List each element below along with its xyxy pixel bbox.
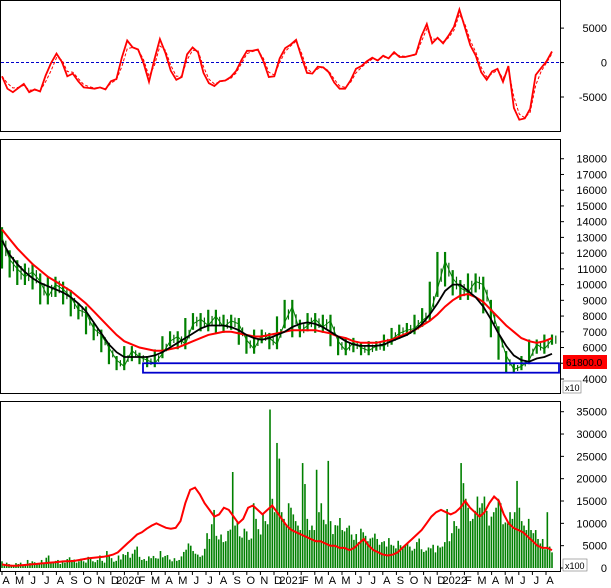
y-tick-label: 30000 — [576, 429, 607, 441]
x-tick-label: A — [383, 575, 391, 587]
x-tick-label: J — [207, 575, 213, 587]
x-tick-label: M — [477, 575, 486, 587]
x-tick-label: A — [546, 575, 554, 587]
x-tick-label: N — [424, 575, 432, 587]
x-tick-label: F — [139, 575, 146, 587]
y-tick-label: 15000 — [576, 201, 607, 213]
oscillator-main-line — [1, 6, 553, 121]
x-tick-label: F — [465, 575, 472, 587]
y-tick-label: 9000 — [583, 295, 607, 307]
x-tick-label: M — [314, 575, 323, 587]
x-tick-label: M — [151, 575, 160, 587]
x-tick-label: J — [357, 575, 363, 587]
x-tick-label: J — [194, 575, 200, 587]
x-tick-label: D — [437, 575, 445, 587]
y-tick-label: 12000 — [576, 248, 607, 260]
axes-layer: 5000 0 -5000 18000 17000 16000 15000 14000 13000… — [1, 23, 607, 587]
y-tick-label: 5000 — [583, 23, 607, 35]
x-tick-label: 2021 — [279, 575, 303, 587]
price-layer — [0, 227, 560, 374]
x-tick-label: N — [97, 575, 105, 587]
oscillator-panel — [0, 0, 561, 132]
y-tick-label: 17000 — [576, 169, 607, 181]
x-tick-label: A — [57, 575, 65, 587]
y-tick-label: 13000 — [576, 232, 607, 244]
x-tick-label: M — [15, 575, 24, 587]
support-box — [142, 362, 560, 374]
volume-multiplier-box — [562, 558, 588, 572]
y-tick-label: 25000 — [576, 451, 607, 463]
volume-panel — [0, 401, 561, 572]
x-tick-label: A — [2, 575, 10, 587]
last-price-box — [563, 355, 607, 369]
x-tick-label: M — [341, 575, 350, 587]
price-panel — [0, 139, 561, 394]
x-tick-label: J — [44, 575, 50, 587]
y-tick-label: 35000 — [576, 407, 607, 419]
volume-layer — [1, 409, 553, 568]
y-tick-label: 10000 — [576, 280, 607, 292]
y-tick-label: 0 — [601, 563, 607, 575]
x-tick-label: O — [410, 575, 419, 587]
y-tick-label: 5000 — [583, 541, 607, 553]
y-tick-label: 16000 — [576, 185, 607, 197]
y-tick-label: 20000 — [576, 474, 607, 486]
x-tick-label: J — [370, 575, 376, 587]
y-tick-label: 4000 — [583, 374, 607, 386]
x-tick-label: N — [260, 575, 268, 587]
x-tick-label: D — [274, 575, 282, 587]
y-tick-label: 18000 — [576, 154, 607, 166]
ma-fast-line — [1, 240, 553, 363]
x-tick-label: M — [505, 575, 514, 587]
x-tick-label: A — [220, 575, 228, 587]
x-tick-label: J — [30, 575, 36, 587]
ma-slow-line — [1, 228, 553, 352]
x-tick-label: S — [397, 575, 404, 587]
oscillator-signal-line — [1, 13, 553, 119]
x-tick-label: M — [178, 575, 187, 587]
oscillator-layer — [1, 6, 560, 121]
x-tick-label: 2020 — [116, 575, 140, 587]
y-tick-label: 8000 — [583, 311, 607, 323]
x-tick-label: O — [83, 575, 92, 587]
x-tick-label: A — [166, 575, 174, 587]
x-tick-label: D — [111, 575, 119, 587]
y-tick-label: 10000 — [576, 518, 607, 530]
volume-multiplier-label: x100 — [565, 561, 585, 571]
last-price-label: 61800.0 — [566, 358, 603, 369]
y-tick-label: 15000 — [576, 496, 607, 508]
y-tick-label: 11000 — [577, 264, 607, 276]
price-multiplier-box — [562, 380, 582, 394]
price-line — [1, 237, 553, 371]
y-tick-label: -5000 — [579, 92, 607, 104]
price-multiplier-label: x10 — [565, 383, 580, 393]
y-tick-label: 6000 — [583, 343, 607, 355]
x-tick-label: O — [247, 575, 256, 587]
volume-ma-line — [1, 486, 553, 567]
x-tick-label: S — [70, 575, 77, 587]
x-tick-label: A — [329, 575, 337, 587]
x-tick-label: S — [234, 575, 241, 587]
x-tick-label: 2022 — [443, 575, 467, 587]
x-tick-label: F — [302, 575, 309, 587]
x-tick-label: J — [534, 575, 540, 587]
y-tick-label: 14000 — [576, 217, 607, 229]
x-tick-label: A — [492, 575, 500, 587]
y-tick-label: 0 — [601, 58, 607, 70]
y-tick-label: 7000 — [583, 327, 607, 339]
x-tick-label: J — [520, 575, 526, 587]
